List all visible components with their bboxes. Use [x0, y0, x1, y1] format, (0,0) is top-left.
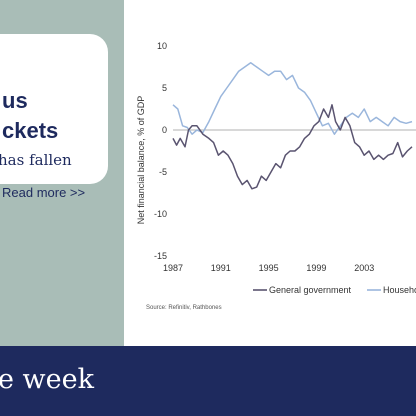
x-tick-label: 2003: [354, 263, 374, 273]
x-tick-label: 1987: [163, 263, 183, 273]
chart-panel: 10 5 0 -5 -10 -15 1987 1991 1995 1999 2003 Net fin…: [124, 0, 416, 346]
y-tick-label: -5: [159, 167, 167, 177]
x-tick-label: 1991: [211, 263, 231, 273]
y-axis-label: Net financial balance, % of GDP: [136, 96, 146, 225]
bottom-banner: e week: [0, 346, 416, 416]
chart-axes: 10 5 0 -5 -10 -15 1987 1991 1995 1999 2003: [154, 41, 416, 273]
chart-legend: General government Households: [253, 285, 416, 295]
card-headline-line1: us: [2, 88, 28, 113]
x-tick-label: 1999: [306, 263, 326, 273]
chart-series: [172, 62, 413, 190]
promo-card[interactable]: [0, 34, 108, 184]
y-tick-label: 0: [162, 125, 167, 135]
legend-label: General government: [269, 285, 352, 295]
y-tick-label: 5: [162, 83, 167, 93]
y-tick-label: 10: [157, 41, 167, 51]
read-more-link[interactable]: Read more >>: [2, 185, 86, 200]
legend-label: Households: [383, 285, 416, 295]
line-chart: 10 5 0 -5 -10 -15 1987 1991 1995 1999 2003 Net fin…: [136, 41, 416, 311]
card-subtitle: has fallen: [0, 151, 72, 169]
chart-source: Source: Refinitiv, Rathbones: [146, 305, 222, 311]
series-line-households: [172, 62, 413, 135]
series-line-general-government: [172, 104, 413, 190]
x-tick-label: 1995: [259, 263, 279, 273]
y-tick-label: -15: [154, 251, 167, 261]
banner-title: e week: [0, 364, 94, 395]
y-tick-label: -10: [154, 209, 167, 219]
card-headline-line2: ckets: [2, 118, 59, 143]
